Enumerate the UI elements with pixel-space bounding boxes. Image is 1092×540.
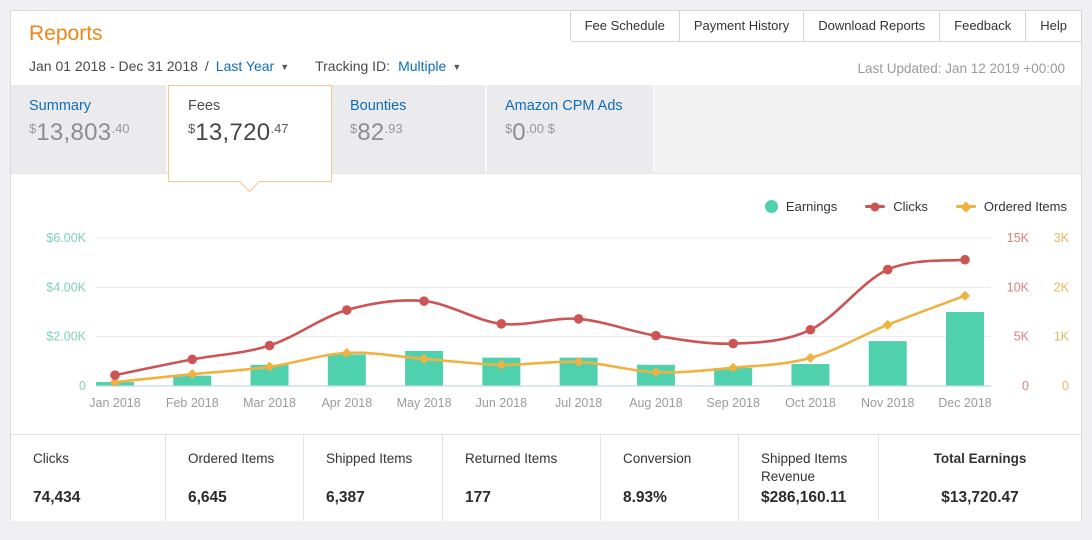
ordered-items-line-marker-icon xyxy=(955,200,976,213)
svg-text:Mar 2018: Mar 2018 xyxy=(243,396,296,410)
summary-column-label: Total Earnings xyxy=(933,451,1027,466)
tab-fees[interactable]: Fees $13,720.47 xyxy=(168,85,332,193)
legend-item-ordered: Ordered Items xyxy=(955,199,1067,214)
svg-text:$6.00K: $6.00K xyxy=(46,231,86,245)
clicks-line-marker-icon xyxy=(865,202,886,211)
legend-ordered-items-label: Ordered Items xyxy=(983,199,1067,214)
summary-column-label: Clicks xyxy=(33,451,69,466)
summary-column-value: 6,645 xyxy=(188,489,227,506)
tab-amazon-cpm-ads-label: Amazon CPM Ads xyxy=(505,98,623,114)
earnings-dot-icon xyxy=(764,200,778,213)
tab-summary-amount: $13,803.40 xyxy=(29,119,130,146)
svg-text:Dec 2018: Dec 2018 xyxy=(938,396,992,410)
legend-earnings-label: Earnings xyxy=(785,199,838,214)
svg-text:10K: 10K xyxy=(1007,280,1030,294)
last-updated-text: Last Updated: Jan 12 2019 +00:00 xyxy=(857,61,1065,76)
date-preset-dropdown[interactable]: Last Year ▼ xyxy=(216,58,289,74)
tracking-id-label: Tracking ID: xyxy=(315,58,391,74)
svg-text:15K: 15K xyxy=(1007,231,1030,245)
summary-column-shipped-items: Shipped Items 6,387 xyxy=(304,435,443,521)
summary-column-value: $13,720.47 xyxy=(941,489,1019,506)
legend-clicks-label: Clicks xyxy=(893,199,928,214)
chart-panel: Earnings Clicks Ordered Items $6.00K $4.0… xyxy=(11,174,1081,434)
summary-column-value: 74,434 xyxy=(33,489,81,506)
summary-column-clicks: Clicks 74,434 xyxy=(11,435,166,521)
fee-schedule-button[interactable]: Fee Schedule xyxy=(569,10,680,42)
date-range-text: Jan 01 2018 - Dec 31 2018 xyxy=(29,58,198,74)
tab-bounties-label: Bounties xyxy=(350,98,407,114)
svg-text:1K: 1K xyxy=(1054,330,1070,344)
tracking-id-value: Multiple xyxy=(398,58,447,74)
tab-bounties[interactable]: Bounties $82.93 xyxy=(332,85,487,173)
tab-amazon-cpm-ads[interactable]: Amazon CPM Ads $0.00 $ xyxy=(487,85,655,173)
summary-column-shipped-items-revenue: Shipped Items Revenue $286,160.11 xyxy=(739,435,879,521)
page-title: Reports xyxy=(29,22,103,45)
date-separator: / xyxy=(204,58,209,74)
summary-column-value: 8.93% xyxy=(623,489,667,506)
summary-column-returned-items: Returned Items 177 xyxy=(443,435,601,521)
tab-summary-label: Summary xyxy=(29,98,92,114)
legend-item-earnings: Earnings xyxy=(764,199,838,214)
chart-legend: Earnings Clicks Ordered Items xyxy=(764,199,1067,214)
summary-column-value: 177 xyxy=(465,489,491,506)
svg-text:Jul 2018: Jul 2018 xyxy=(555,396,602,410)
summary-column-label: Shipped Items xyxy=(326,451,413,466)
summary-column-label: Shipped Items Revenue xyxy=(761,451,848,485)
svg-text:$4.00K: $4.00K xyxy=(46,280,86,294)
svg-text:0: 0 xyxy=(1022,379,1029,393)
svg-text:5K: 5K xyxy=(1014,330,1030,344)
svg-text:2K: 2K xyxy=(1054,280,1070,294)
svg-text:Sep 2018: Sep 2018 xyxy=(706,396,760,410)
svg-text:Feb 2018: Feb 2018 xyxy=(166,396,219,410)
header-nav-buttons: Fee Schedule Payment History Download Re… xyxy=(569,10,1082,42)
tab-amazon-cpm-ads-amount: $0.00 $ xyxy=(505,119,555,146)
chevron-down-icon: ▼ xyxy=(280,62,290,72)
svg-text:0: 0 xyxy=(79,379,86,393)
tracking-id-dropdown[interactable]: Multiple ▼ xyxy=(398,58,461,74)
svg-text:May 2018: May 2018 xyxy=(397,396,452,410)
svg-text:Apr 2018: Apr 2018 xyxy=(321,396,372,410)
summary-column-label: Returned Items xyxy=(465,451,558,466)
header: Reports Fee Schedule Payment History Dow… xyxy=(11,10,1082,85)
tab-fees-amount: $13,720.47 xyxy=(188,119,289,146)
filters-row: Jan 01 2018 - Dec 31 2018 / Last Year ▼ … xyxy=(29,58,461,74)
svg-text:Jun 2018: Jun 2018 xyxy=(476,396,527,410)
svg-text:Oct 2018: Oct 2018 xyxy=(785,396,836,410)
payment-history-button[interactable]: Payment History xyxy=(678,10,805,42)
svg-text:$2.00K: $2.00K xyxy=(46,330,86,344)
svg-text:Jan 2018: Jan 2018 xyxy=(89,396,140,410)
summary-column-value: 6,387 xyxy=(326,489,365,506)
summary-column-conversion: Conversion 8.93% xyxy=(601,435,739,521)
report-tabs: Summary $13,803.40 Fees $13,720.47 Bount… xyxy=(11,85,1081,193)
svg-text:Aug 2018: Aug 2018 xyxy=(629,396,683,410)
tab-fees-label: Fees xyxy=(188,98,221,114)
svg-text:Nov 2018: Nov 2018 xyxy=(861,396,915,410)
reports-panel: Reports Fee Schedule Payment History Dow… xyxy=(10,10,1082,521)
tab-summary[interactable]: Summary $13,803.40 xyxy=(11,85,168,173)
legend-item-clicks: Clicks xyxy=(865,199,928,214)
download-reports-button[interactable]: Download Reports xyxy=(803,10,941,42)
help-button[interactable]: Help xyxy=(1025,10,1082,42)
summary-column-label: Ordered Items xyxy=(188,451,275,466)
summary-column-value: $286,160.11 xyxy=(761,489,847,506)
summary-column-ordered-items: Ordered Items 6,645 xyxy=(166,435,304,521)
svg-text:3K: 3K xyxy=(1054,231,1070,245)
summary-column-total-earnings: Total Earnings $13,720.47 xyxy=(879,435,1081,521)
summary-column-label: Conversion xyxy=(623,451,692,466)
chevron-down-icon: ▼ xyxy=(452,62,462,72)
summary-table: Clicks 74,434 Ordered Items 6,645 Shipped It… xyxy=(11,434,1081,521)
tab-bounties-amount: $82.93 xyxy=(350,119,403,146)
feedback-button[interactable]: Feedback xyxy=(939,10,1027,42)
date-preset-label: Last Year xyxy=(215,58,275,74)
svg-text:0: 0 xyxy=(1062,379,1069,393)
